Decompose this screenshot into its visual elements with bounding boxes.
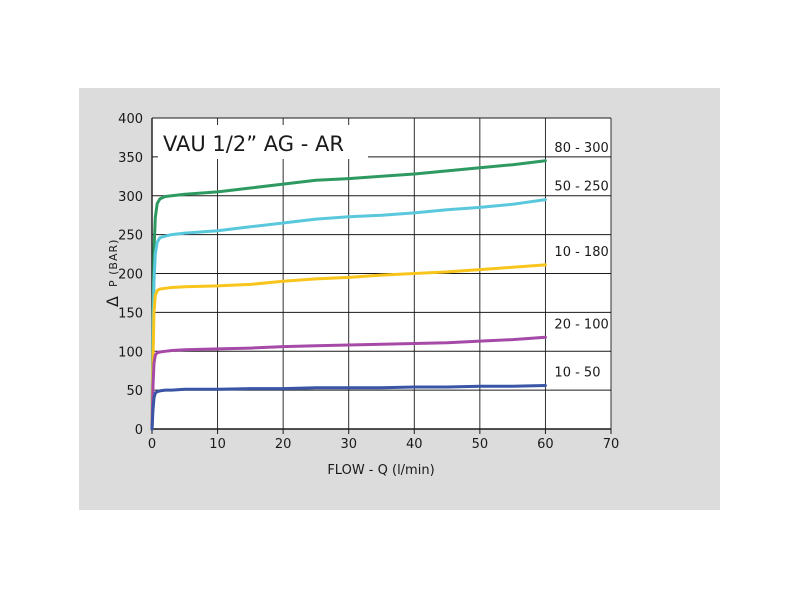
- x-tick-label: 30: [340, 437, 357, 452]
- x-tick-label: 40: [406, 437, 423, 452]
- x-tick-label: 10: [209, 437, 226, 452]
- y-tick-label: 50: [126, 384, 143, 399]
- tick-labels: 0 50 100 150 200 250 300 350 400 0 10 20 30 40 50 60 70: [118, 112, 619, 452]
- chart-title-bg: [158, 125, 368, 159]
- x-tick-label: 70: [603, 437, 620, 452]
- series-label: 20 - 100: [554, 317, 608, 332]
- series-label: 10 - 50: [554, 365, 600, 380]
- y-axis-symbol: Δ: [103, 296, 122, 307]
- x-tick-label: 0: [148, 437, 156, 452]
- series-line: [150, 384, 547, 431]
- x-tick-label: 20: [275, 437, 292, 452]
- series-label: 50 - 250: [554, 180, 608, 195]
- y-axis-label-group: Δ P (BAR): [103, 239, 122, 307]
- y-tick-label: 400: [118, 112, 143, 127]
- y-tick-label: 250: [118, 229, 143, 244]
- series-label: 80 - 300: [554, 141, 608, 156]
- y-tick-label: 200: [118, 268, 143, 283]
- y-tick-label: 150: [118, 306, 143, 321]
- y-tick-label: 350: [118, 151, 143, 166]
- x-tick-label: 60: [537, 437, 554, 452]
- series-labels: 80 - 300 50 - 250 10 - 180 20 - 100 10 - 50: [554, 141, 608, 381]
- chart-title: VAU 1/2” AG - AR: [163, 132, 344, 156]
- y-axis-label: P (BAR): [107, 239, 120, 287]
- series-label: 10 - 180: [554, 245, 608, 260]
- series-line: [150, 159, 547, 431]
- x-axis-label: FLOW - Q (l/min): [327, 463, 434, 478]
- series-line: [150, 335, 547, 431]
- y-tick-label: 0: [135, 423, 143, 438]
- y-tick-label: 300: [118, 190, 143, 205]
- series-line: [150, 198, 547, 431]
- y-tick-label: 100: [118, 345, 143, 360]
- chart-panel: 0 50 100 150 200 250 300 350 400 0 10 20 30 40 50 60 70 …: [79, 88, 720, 510]
- x-tick-label: 50: [472, 437, 489, 452]
- series-lines: [150, 159, 547, 431]
- series-line: [150, 263, 547, 431]
